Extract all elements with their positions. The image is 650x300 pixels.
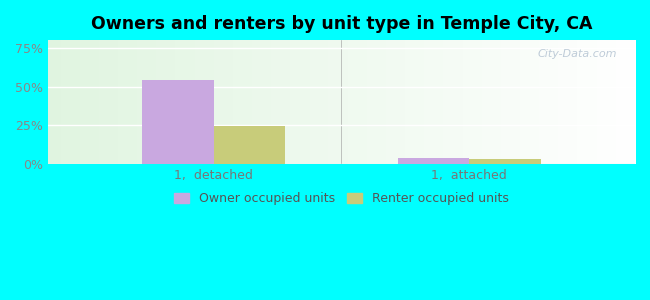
Legend: Owner occupied units, Renter occupied units: Owner occupied units, Renter occupied un… [169,187,514,210]
Text: City-Data.com: City-Data.com [538,49,617,59]
Bar [142,80,214,164]
Title: Owners and renters by unit type in Temple City, CA: Owners and renters by unit type in Templ… [91,15,592,33]
Bar [214,126,285,164]
Bar [398,158,469,164]
Bar [469,159,541,164]
